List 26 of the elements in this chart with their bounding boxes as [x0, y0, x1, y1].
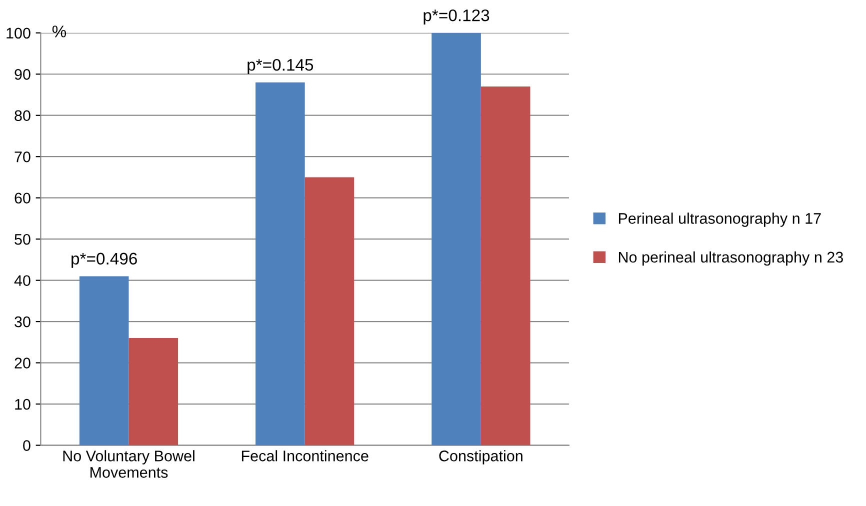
x-tick-label: No Voluntary Bowel Movements [63, 450, 194, 478]
y-tick-label: 70 [14, 151, 30, 162]
x-tick-label: Fecal Incontinence [242, 450, 368, 462]
bar [480, 86, 530, 446]
annotation: p*=0.496 [72, 252, 137, 268]
y-tick-label: 80 [14, 110, 30, 122]
y-tick-label: 50 [14, 234, 30, 245]
y-tick-label: 10 [15, 398, 30, 410]
y-tick-label: 0 [23, 440, 30, 451]
bar [79, 276, 129, 446]
bar [304, 177, 354, 446]
bar [432, 32, 481, 446]
legend-label: Perineal ultrasonography n 17 [618, 212, 821, 227]
text: p*=0.123 [424, 9, 490, 25]
x-tick-label: Constipation [439, 450, 522, 464]
y-tick-label: 20 [14, 358, 30, 368]
y-tick-label: 90 [14, 68, 30, 80]
bar [128, 338, 178, 446]
y-tick-label: 40 [14, 275, 30, 286]
legend-label: No perineal ultrasonography n 23 [618, 251, 843, 266]
y-tick-label: 100 [6, 28, 30, 39]
bar [256, 82, 305, 446]
y-tick-label: 30 [14, 316, 30, 328]
annotation: p*=0.145 [248, 58, 314, 74]
y-axis-title: % [52, 26, 66, 38]
y-tick-label: 60 [14, 192, 30, 204]
